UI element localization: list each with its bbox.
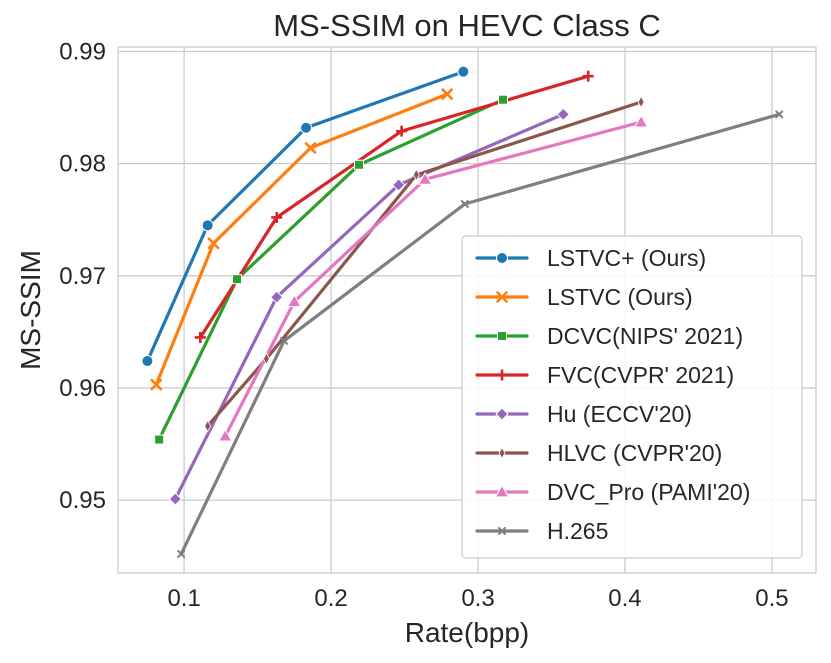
legend-marker-5 [498,446,506,460]
x-tick-label: 0.4 [608,585,641,612]
y-tick-label: 0.99 [59,38,106,65]
legend-marker-2 [497,331,507,341]
x-axis-label: Rate(bpp) [405,617,530,648]
x-tick-label: 0.1 [167,585,200,612]
x-tick-label: 0.3 [461,585,494,612]
series-7-point [460,200,469,209]
series-4-point [556,107,570,121]
x-tick-label: 0.5 [755,585,788,612]
series-3-point [271,211,283,223]
legend-frame [461,235,803,559]
series-line-4 [173,112,565,501]
series-4-point [269,290,284,304]
series-1-point [150,378,163,391]
legend-marker-1 [496,291,508,303]
x-tick-label: 0.2 [314,585,347,612]
series-1-point [441,88,453,100]
series-5-point [412,168,420,182]
y-axis-label: MS-SSIM [15,250,46,370]
series-markers [141,65,784,558]
legend-label: DCVC(NIPS' 2021) [547,323,743,349]
series-2-point [232,274,243,285]
series-line-6 [223,120,643,438]
series-6-point [633,114,649,128]
legend-label: LSTVC (Ours) [547,284,693,310]
series-line-0 [145,70,465,363]
chart-title: MS-SSIM on HEVC Class C [273,8,661,43]
series-4-point [168,492,183,506]
series-1-point [207,237,220,250]
series-1-point [304,142,317,154]
series-6-point [286,294,302,307]
y-tick-label: 0.98 [59,151,106,178]
series-line-5 [206,100,643,428]
series-0-point [141,355,154,368]
series-7-point [177,549,186,558]
series-6-point [217,428,233,442]
series-line-2 [157,98,505,442]
y-tick-label: 0.97 [59,263,106,290]
series-5-point [637,95,645,109]
legend-label: FVC(CVPR' 2021) [547,362,734,388]
series-2-point [498,94,509,105]
series-0-point [457,65,470,78]
series-3-point [194,331,206,343]
legend-label: Hu (ECCV'20) [547,401,692,427]
series-line-7 [179,112,781,556]
series-7-point [280,336,289,345]
series-6-point [417,171,433,185]
legend-label: HLVC (CVPR'20) [547,440,722,466]
series-2-point [353,159,364,170]
legend-label: LSTVC+ (Ours) [547,245,706,271]
series-0-point [201,219,214,232]
legend-marker-4 [495,407,509,421]
y-tick-label: 0.96 [59,375,106,402]
series-0-point [300,121,313,134]
series-5-point [204,419,212,433]
legend-marker-3 [496,369,508,381]
legend-marker-0 [496,252,508,264]
legend-marker-7 [498,527,506,535]
series-4-point [391,178,406,192]
x-tick-labels: 0.1 0.2 0.3 0.4 0.5 [167,585,788,612]
legend-label: H.265 [547,518,608,544]
series-5-point [262,352,270,366]
series-line-1 [154,92,449,387]
y-tick-labels: 0.95 0.96 0.97 0.98 0.99 [59,38,106,514]
legend: LSTVC+ (Ours) LSTVC (Ours) DCVC(NIPS' 2021… [461,235,803,559]
legend-marker-6 [494,484,510,498]
legend-label: DVC_Pro (PAMI'20) [547,479,750,505]
plot-frame [117,46,817,574]
y-tick-label: 0.95 [59,487,106,514]
series-3-point [582,70,594,82]
series-7-point [775,110,784,119]
series-3-point [396,125,408,137]
series-2-point [154,434,165,445]
